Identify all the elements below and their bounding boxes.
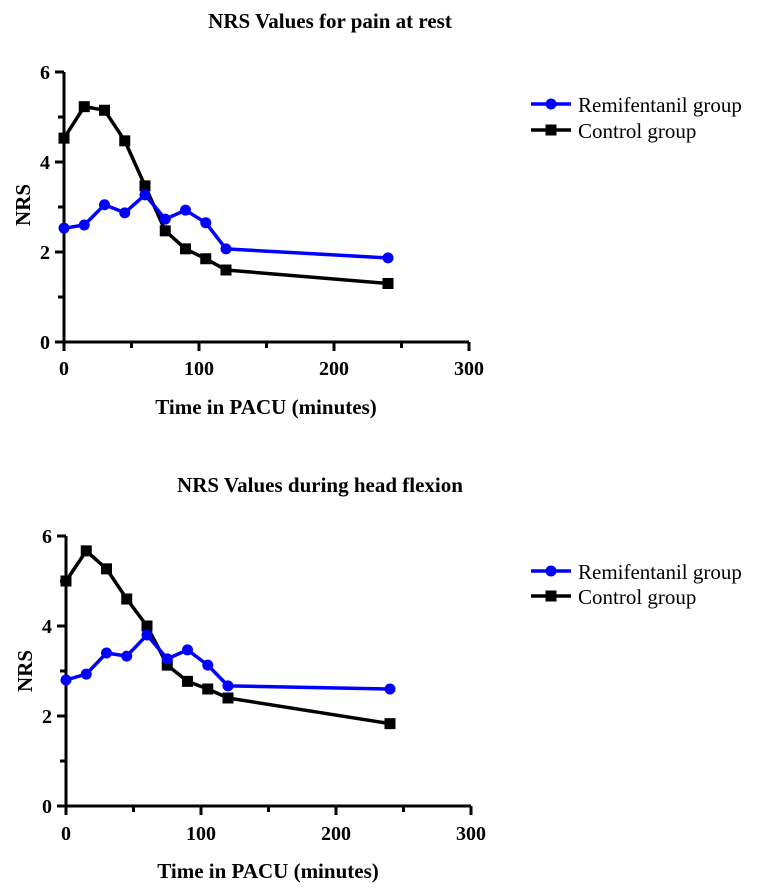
y-tick-label: 6 <box>40 62 50 84</box>
legend-label-control: Control group <box>578 119 696 143</box>
data-point-control <box>161 659 173 671</box>
y-axis: 0 2 4 6 <box>42 526 52 818</box>
data-point-control <box>139 180 151 192</box>
x-axis-label: Time in PACU (minutes) <box>155 395 376 419</box>
data-point-remifentanil <box>141 629 153 641</box>
y-tick-label: 6 <box>42 526 52 548</box>
y-tick-label: 0 <box>40 332 50 354</box>
y-axis-label: NRS <box>11 184 35 226</box>
y-axis: 0 2 4 6 <box>40 62 50 354</box>
x-tick-label: 100 <box>186 823 216 845</box>
data-point-control <box>80 545 92 557</box>
data-point-remifentanil <box>382 252 394 264</box>
y-axis-label: NRS <box>13 650 37 692</box>
y-tick-label: 2 <box>40 242 50 264</box>
data-point-remifentanil <box>78 219 90 231</box>
data-point-remifentanil <box>80 668 92 680</box>
x-tick-label: 0 <box>61 823 71 845</box>
data-point-remifentanil <box>139 189 151 201</box>
data-point-remifentanil <box>384 683 396 695</box>
legend-marker-control <box>545 590 557 602</box>
y-tick-label: 2 <box>42 706 52 728</box>
data-point-remifentanil <box>101 647 112 659</box>
data-point-control <box>78 101 90 113</box>
legend-label-control: Control group <box>578 585 696 609</box>
data-point-control <box>121 593 133 605</box>
plot-area <box>57 534 571 815</box>
data-point-control <box>60 575 72 587</box>
series-line-control <box>62 104 389 286</box>
x-axis: 0 100 200 300 <box>59 358 484 380</box>
data-point-control <box>101 563 112 575</box>
data-point-remifentanil <box>159 213 171 225</box>
y-tick-label: 0 <box>42 796 52 818</box>
data-point-remifentanil <box>202 659 214 671</box>
data-point-control <box>58 132 70 144</box>
series-line-remifentanil <box>65 633 391 691</box>
data-point-remifentanil <box>58 222 70 234</box>
data-point-control <box>99 104 110 116</box>
data-point-control <box>159 225 171 237</box>
data-point-control <box>119 135 131 147</box>
chart-flexion: NRS Values during head flexion NRS Time … <box>13 473 742 883</box>
data-point-remifentanil <box>161 653 173 665</box>
legend-label-remifentanil: Remifentanil group <box>578 560 742 584</box>
data-point-control <box>220 264 232 276</box>
data-point-control <box>222 692 234 704</box>
data-point-remifentanil <box>119 207 131 219</box>
x-tick-label: 200 <box>321 823 351 845</box>
x-tick-label: 0 <box>59 358 69 380</box>
data-point-control <box>182 675 193 687</box>
series-line-remifentanil <box>63 193 389 260</box>
legend-marker-control <box>545 124 557 136</box>
legend-label-remifentanil: Remifentanil group <box>578 93 742 117</box>
x-axis: 0 100 200 300 <box>61 823 486 845</box>
y-tick-label: 4 <box>42 616 52 638</box>
data-point-control <box>384 718 396 730</box>
data-point-remifentanil <box>99 199 110 211</box>
data-point-remifentanil <box>200 217 212 229</box>
x-tick-label: 200 <box>319 358 349 380</box>
data-point-control <box>141 620 153 632</box>
data-point-control <box>180 243 191 255</box>
x-tick-label: 300 <box>454 358 484 380</box>
chart-title: NRS Values for pain at rest <box>208 9 452 33</box>
data-point-remifentanil <box>121 650 133 662</box>
data-point-control <box>382 278 394 289</box>
x-axis-label: Time in PACU (minutes) <box>157 859 378 883</box>
legend: Remifentanil group Control group <box>578 93 742 143</box>
legend-marker-remifentanil <box>545 565 557 577</box>
chart-rest: NRS Values for pain at rest NRS Time in … <box>11 9 742 419</box>
data-point-remifentanil <box>222 680 234 692</box>
data-point-remifentanil <box>182 644 193 656</box>
legend: Remifentanil group Control group <box>578 560 742 609</box>
data-point-control <box>202 683 214 695</box>
x-tick-label: 300 <box>456 823 486 845</box>
data-point-control <box>200 253 212 265</box>
x-tick-label: 100 <box>184 358 214 380</box>
data-point-remifentanil <box>220 243 232 255</box>
data-point-remifentanil <box>180 204 191 216</box>
y-tick-label: 4 <box>40 152 50 174</box>
legend-marker-remifentanil <box>545 98 557 110</box>
data-point-remifentanil <box>60 674 72 686</box>
chart-title: NRS Values during head flexion <box>177 473 463 497</box>
plot-area <box>55 70 571 351</box>
